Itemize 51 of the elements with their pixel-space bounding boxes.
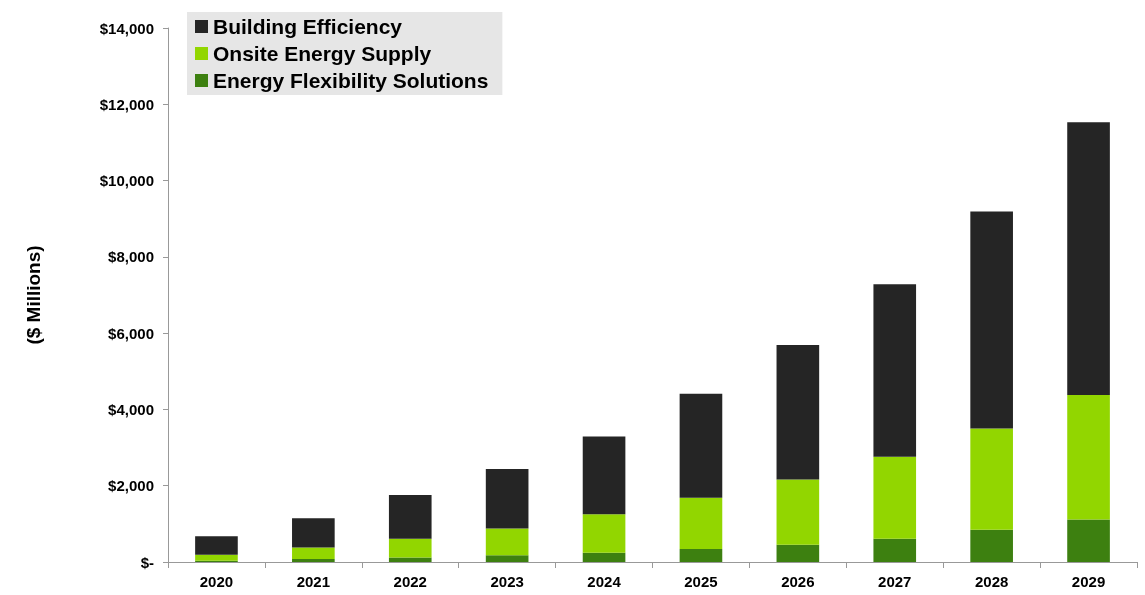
bar <box>776 544 820 562</box>
bar <box>970 428 1013 530</box>
y-axis-title: ($ Millions) <box>23 245 44 345</box>
bar <box>388 495 432 539</box>
bar <box>388 557 432 562</box>
x-tick-label: 2029 <box>1071 573 1106 590</box>
x-tick-label: 2024 <box>587 573 622 590</box>
x-tick-label: 2021 <box>296 573 331 590</box>
bar <box>970 211 1013 429</box>
bar <box>873 456 917 539</box>
y-tick-label: $8,000 <box>108 248 154 266</box>
x-tick-label: 2025 <box>684 573 718 590</box>
bar <box>582 552 626 562</box>
bar <box>582 514 626 553</box>
bar <box>292 547 335 559</box>
bar <box>1067 519 1110 562</box>
y-tick-label: $2,000 <box>108 477 154 495</box>
y-tick-label: $6,000 <box>108 324 154 342</box>
bar <box>485 555 529 562</box>
bar <box>679 393 723 498</box>
x-tick-label: 2027 <box>878 573 912 590</box>
bar <box>1067 394 1110 520</box>
legend-label: Energy Flexibility Solutions <box>213 69 489 92</box>
bar <box>292 518 335 548</box>
x-tick-label: 2028 <box>974 573 1009 590</box>
bar <box>679 497 723 550</box>
bar <box>195 554 238 561</box>
x-tick-label: 2022 <box>393 573 427 590</box>
legend-label: Building Efficiency <box>213 15 403 38</box>
bar <box>195 536 238 555</box>
y-tick-label: $10,000 <box>99 172 154 190</box>
bar <box>292 558 335 562</box>
bar <box>970 529 1013 562</box>
bar <box>776 479 820 545</box>
bar <box>485 468 529 529</box>
bar <box>679 549 723 562</box>
bar <box>485 528 529 556</box>
legend-label: Onsite Energy Supply <box>213 42 432 65</box>
bar <box>1067 122 1110 395</box>
bar <box>873 284 917 457</box>
y-tick-label: $4,000 <box>108 400 154 418</box>
y-tick-label: $- <box>140 553 154 571</box>
x-tick-label: 2020 <box>199 573 234 590</box>
y-tick-label: $12,000 <box>99 95 154 113</box>
y-tick-label: $14,000 <box>99 19 154 37</box>
bar <box>388 538 432 558</box>
bar <box>582 436 626 515</box>
bar <box>873 538 917 562</box>
x-tick-label: 2026 <box>781 573 815 590</box>
x-tick-label: 2023 <box>490 573 524 590</box>
bar <box>776 344 820 480</box>
